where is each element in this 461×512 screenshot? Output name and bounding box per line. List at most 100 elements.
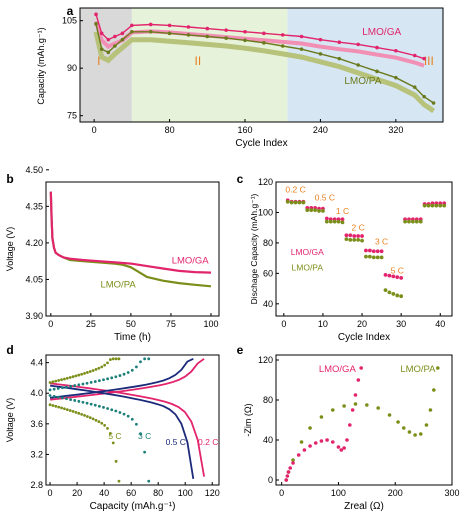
data-point-lmo-pa xyxy=(403,219,407,224)
x-tick-label: 100 xyxy=(331,488,346,498)
x-tick-label: 80 xyxy=(165,125,175,135)
data-point-lmo-ga xyxy=(350,408,355,412)
x-tick-label: 0 xyxy=(92,125,97,135)
data-point-lmo-pa xyxy=(317,209,321,213)
data-point-lmo-pa xyxy=(297,200,302,205)
panel-letter: a xyxy=(67,4,74,18)
data-point-lmo-pa xyxy=(299,440,304,444)
discharge-point xyxy=(114,409,118,413)
charge-point xyxy=(88,370,92,373)
y-tick-label: 4.05 xyxy=(25,274,43,284)
data-point-lmo-pa xyxy=(387,413,392,417)
region-label: II xyxy=(195,54,202,68)
charge-point xyxy=(94,368,98,371)
charge-point xyxy=(143,357,147,361)
discharge-point xyxy=(85,401,89,405)
data-point-lmo-pa xyxy=(395,293,400,298)
data-point-lmo-ga xyxy=(395,275,400,280)
discharge-point xyxy=(68,409,72,412)
y-tick-label: 80 xyxy=(263,395,273,405)
data-point-lmo-ga xyxy=(339,448,344,452)
data-point-lmo-ga xyxy=(319,439,324,443)
data-point-lmo-ga xyxy=(325,438,329,442)
data-point-lmo-pa xyxy=(432,388,436,392)
data-point-lmo-pa xyxy=(319,415,324,419)
data-point-lmo-pa xyxy=(321,209,325,213)
plot-frame xyxy=(79,7,444,123)
charge-point xyxy=(110,376,114,380)
charge-point xyxy=(147,357,151,361)
discharge-point xyxy=(48,394,52,397)
panel-c: 0 10 20 30 40 40 60 80 100 120 Cycle Index 0.2 C 0.5… xyxy=(237,172,453,343)
data-point-lmo-ga xyxy=(324,216,329,221)
discharge-point xyxy=(73,399,77,402)
plot-frame xyxy=(275,181,453,317)
x-axis-label: Cycle Index xyxy=(338,332,390,343)
data-point-lmo-ga xyxy=(345,438,349,442)
charge-point xyxy=(51,380,55,384)
data-point-lmo-ga xyxy=(285,474,290,478)
discharge-point xyxy=(97,420,101,424)
x-axis-label: Cycle Index xyxy=(235,138,287,149)
discharge-point xyxy=(81,400,85,404)
discharge-point xyxy=(69,398,73,401)
rate-annotation: 0.5 C xyxy=(315,192,335,202)
charge-point xyxy=(103,363,107,367)
y-axis-label: -Zim (Ω) xyxy=(243,403,253,436)
data-point-lmo-ga xyxy=(356,378,361,382)
charge-point xyxy=(85,381,89,385)
x-tick-label: 30 xyxy=(396,319,406,329)
charge-point xyxy=(63,377,66,381)
data-point-lmo-pa xyxy=(332,219,337,224)
charge-point xyxy=(81,382,85,386)
discharge-point xyxy=(88,416,92,420)
rate-label: 0.2 C xyxy=(198,437,218,447)
region-band xyxy=(131,8,288,122)
discharge-point xyxy=(130,417,134,421)
y-tick-label: 120 xyxy=(258,177,273,187)
discharge-point xyxy=(83,414,86,417)
charge-point xyxy=(56,387,60,390)
discharge-point xyxy=(65,408,69,412)
data-point-lmo-pa xyxy=(344,237,349,242)
data-point-lmo-pa xyxy=(442,203,447,208)
data-point-lmo-ga xyxy=(336,445,341,449)
legend-label-lmo-pa: LMO/PA xyxy=(100,279,136,290)
charge-point xyxy=(91,369,95,372)
rate-annotation: 3 C xyxy=(375,236,388,246)
x-tick-label: 160 xyxy=(237,125,252,135)
data-point-lmo-pa xyxy=(342,404,346,408)
y-axis-label: Voltage (V) xyxy=(5,227,15,272)
data-point-lmo-ga xyxy=(360,234,364,238)
region-band xyxy=(80,8,132,122)
discharge-point xyxy=(63,407,66,411)
x-axis-label: Capacity (mAh.g⁻¹) xyxy=(90,501,176,512)
x-tick-label: 50 xyxy=(126,319,136,329)
discharge-point xyxy=(65,397,68,401)
y-tick-label: 100 xyxy=(258,207,273,217)
discharge-point xyxy=(110,408,114,412)
series-line-lmo-ga xyxy=(95,14,425,60)
charge-point xyxy=(114,357,118,361)
charge-point xyxy=(100,365,104,369)
data-point-lmo-pa xyxy=(401,426,406,430)
y-tick-label: 105 xyxy=(62,16,77,26)
charge-point xyxy=(106,361,109,365)
x-tick-label: 120 xyxy=(205,488,220,498)
discharge-point xyxy=(56,395,60,399)
panel-b: 0 25 50 75 100 3.90 4.05 4.20 4.35 4.50 Time (h) LM… xyxy=(5,165,220,343)
y-tick-label: 3.2 xyxy=(30,449,43,459)
discharge-point xyxy=(57,405,61,409)
data-point-lmo-pa xyxy=(396,420,400,424)
charge-point xyxy=(83,371,86,375)
data-point-lmo-pa xyxy=(330,408,335,412)
charge-point xyxy=(77,373,81,377)
y-axis-label: Capacity (mAh.g⁻¹) xyxy=(36,27,46,104)
data-point-lmo-ga xyxy=(348,233,353,238)
faint-band-pa xyxy=(93,31,435,113)
charge-point xyxy=(89,381,93,384)
data-point-lmo-pa xyxy=(375,255,380,260)
region-label: I xyxy=(97,54,100,68)
x-tick-label: 60 xyxy=(126,488,136,498)
discharge-point xyxy=(94,418,98,422)
